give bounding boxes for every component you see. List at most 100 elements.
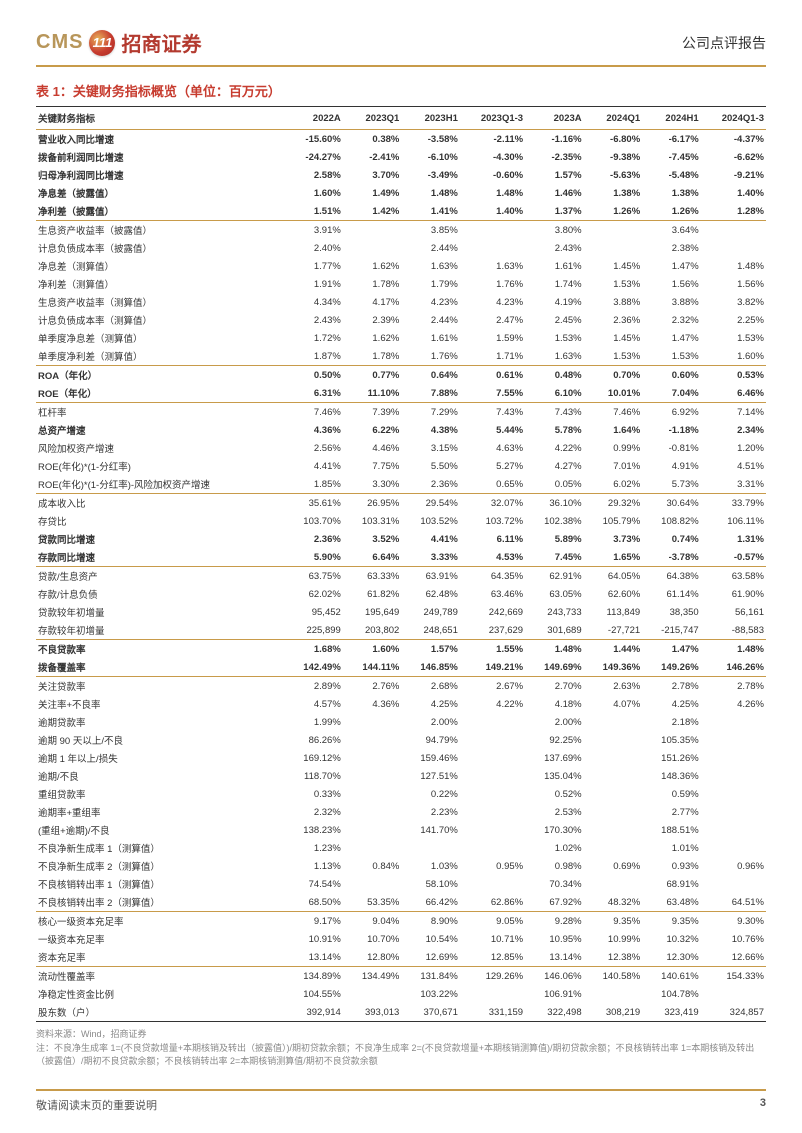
table-row: 存款/计息负债62.02%61.82%62.48%63.46%63.05%62.…: [36, 585, 766, 603]
table-cell: 1.48%: [460, 184, 525, 202]
table-cell: 105.35%: [642, 731, 701, 749]
table-cell: 1.56%: [642, 275, 701, 293]
table-cell: 贷款/生息资产: [36, 567, 284, 586]
table-cell: 2.68%: [401, 677, 460, 696]
table-cell: [584, 985, 643, 1003]
table-cell: 1.38%: [642, 184, 701, 202]
table-cell: 13.14%: [525, 948, 584, 967]
table-cell: 140.61%: [642, 967, 701, 986]
table-cell: 净息差（披露值）: [36, 184, 284, 202]
table-cell: 10.71%: [460, 930, 525, 948]
table-cell: 1.48%: [401, 184, 460, 202]
table-cell: 6.92%: [642, 403, 701, 422]
table-cell: 1.28%: [701, 202, 766, 221]
table-cell: 61.82%: [343, 585, 402, 603]
table-cell: 0.99%: [584, 439, 643, 457]
table-cell: 0.38%: [343, 130, 402, 149]
table-cell: 1.59%: [460, 329, 525, 347]
table-cell: 4.25%: [642, 695, 701, 713]
table-cell: 2.00%: [401, 713, 460, 731]
table-cell: 存款/计息负债: [36, 585, 284, 603]
table-cell: 142.49%: [284, 658, 343, 677]
table-cell: 103.70%: [284, 512, 343, 530]
table-cell: 3.52%: [343, 530, 402, 548]
table-cell: 7.04%: [642, 384, 701, 403]
table-cell: 营业收入同比增速: [36, 130, 284, 149]
table-cell: 11.10%: [343, 384, 402, 403]
table-cell: 1.42%: [343, 202, 402, 221]
table-cell: 5.78%: [525, 421, 584, 439]
table-cell: [343, 985, 402, 1003]
table-cell: 贷款同比增速: [36, 530, 284, 548]
table-row: ROE(年化)*(1-分红率)4.41%7.75%5.50%5.27%4.27%…: [36, 457, 766, 475]
table-cell: 6.11%: [460, 530, 525, 548]
table-cell: 154.33%: [701, 967, 766, 986]
table-cell: 2.18%: [642, 713, 701, 731]
calc-note: 注：不良净生成率 1=(不良贷款增量+本期核销及转出（披露值）)/期初贷款余额；…: [36, 1042, 766, 1069]
table-cell: 5.73%: [642, 475, 701, 494]
table-cell: 1.48%: [701, 257, 766, 275]
table-cell: 10.76%: [701, 930, 766, 948]
table-cell: 2.58%: [284, 166, 343, 184]
table-cell: 0.95%: [460, 857, 525, 875]
table-cell: -7.45%: [642, 148, 701, 166]
table-cell: 159.46%: [401, 749, 460, 767]
table-cell: 1.26%: [642, 202, 701, 221]
table-cell: 13.14%: [284, 948, 343, 967]
table-row: 单季度净息差（测算值）1.72%1.62%1.61%1.59%1.53%1.45…: [36, 329, 766, 347]
table-cell: 总资产增速: [36, 421, 284, 439]
col-header: 2024H1: [642, 107, 701, 130]
table-row: 生息资产收益率（披露值）3.91%3.85%3.80%3.64%: [36, 221, 766, 240]
logo-badge-icon: 111: [89, 30, 115, 56]
table-cell: [460, 785, 525, 803]
table-cell: 106.91%: [525, 985, 584, 1003]
table-cell: 36.10%: [525, 494, 584, 513]
table-cell: 12.66%: [701, 948, 766, 967]
source-note: 资料来源：Wind，招商证券: [36, 1028, 766, 1042]
table-cell: 1.63%: [460, 257, 525, 275]
table-cell: 4.23%: [401, 293, 460, 311]
table-cell: [584, 839, 643, 857]
table-row: 拨备前利润同比增速-24.27%-2.41%-6.10%-4.30%-2.35%…: [36, 148, 766, 166]
table-cell: -27,721: [584, 621, 643, 640]
table-cell: 6.22%: [343, 421, 402, 439]
table-cell: 0.60%: [642, 366, 701, 385]
table-cell: 188.51%: [642, 821, 701, 839]
table-row: 生息资产收益率（测算值）4.34%4.17%4.23%4.23%4.19%3.8…: [36, 293, 766, 311]
table-cell: -6.17%: [642, 130, 701, 149]
table-cell: 56,161: [701, 603, 766, 621]
col-header: 2023Q1-3: [460, 107, 525, 130]
logo-en: CMS: [36, 31, 83, 54]
table-cell: [584, 803, 643, 821]
table-cell: 成本收入比: [36, 494, 284, 513]
table-cell: 2.53%: [525, 803, 584, 821]
table-cell: 10.32%: [642, 930, 701, 948]
table-cell: 1.55%: [460, 640, 525, 659]
table-cell: 1.51%: [284, 202, 343, 221]
table-cell: 2.45%: [525, 311, 584, 329]
table-cell: 1.48%: [701, 640, 766, 659]
table-cell: 1.45%: [584, 329, 643, 347]
table-cell: 322,498: [525, 1003, 584, 1022]
table-cell: 1.62%: [343, 257, 402, 275]
table-cell: [584, 785, 643, 803]
table-cell: 1.20%: [701, 439, 766, 457]
table-cell: [343, 803, 402, 821]
table-cell: 64.35%: [460, 567, 525, 586]
table-cell: 7.46%: [584, 403, 643, 422]
table-cell: 301,689: [525, 621, 584, 640]
table-cell: 1.57%: [401, 640, 460, 659]
table-cell: 逾期/不良: [36, 767, 284, 785]
table-cell: 243,733: [525, 603, 584, 621]
table-cell: 1.57%: [525, 166, 584, 184]
table-cell: 63.58%: [701, 567, 766, 586]
table-cell: 0.33%: [284, 785, 343, 803]
table-cell: -0.81%: [642, 439, 701, 457]
table-cell: 流动性覆盖率: [36, 967, 284, 986]
table-cell: [343, 821, 402, 839]
table-cell: 不良核销转出率 1（测算值）: [36, 875, 284, 893]
table-cell: 0.84%: [343, 857, 402, 875]
table-cell: 61.14%: [642, 585, 701, 603]
table-cell: 62.60%: [584, 585, 643, 603]
table-cell: 146.85%: [401, 658, 460, 677]
